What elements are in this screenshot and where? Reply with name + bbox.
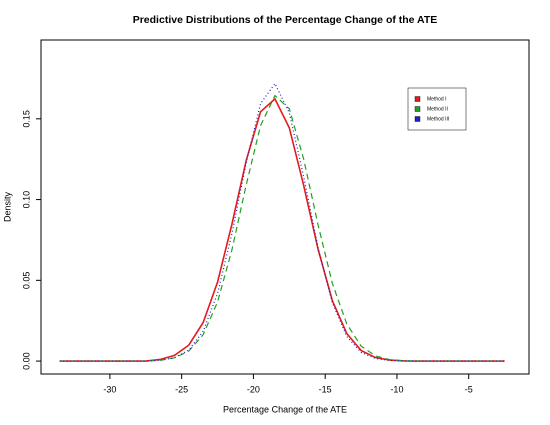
legend-text: Method III xyxy=(427,116,449,122)
series-line xyxy=(59,82,505,362)
y-tick-label: 0.00 xyxy=(21,352,31,370)
y-tick-label: 0.15 xyxy=(21,110,31,128)
x-tick-label: -30 xyxy=(103,384,116,394)
x-axis-label: Percentage Change of the ATE xyxy=(223,404,347,414)
series-line xyxy=(59,97,505,362)
legend-text: Method II xyxy=(427,106,448,112)
y-tick-label: 0.10 xyxy=(21,191,31,209)
y-tick-label: 0.05 xyxy=(21,272,31,290)
legend-swatch xyxy=(414,106,421,112)
x-tick-label: -25 xyxy=(175,384,188,394)
plot-frame xyxy=(40,39,530,375)
x-tick-label: -15 xyxy=(319,384,332,394)
x-tick-label: -5 xyxy=(465,384,473,394)
legend-text: Method I xyxy=(427,96,446,102)
chart-title: Predictive Distributions of the Percenta… xyxy=(133,14,438,26)
series-line xyxy=(59,94,505,362)
legend-swatch xyxy=(414,116,421,122)
x-tick-label: -20 xyxy=(247,384,260,394)
x-tick-label: -10 xyxy=(390,384,403,394)
y-axis-label: Density xyxy=(2,191,12,222)
legend-swatch xyxy=(414,96,421,102)
